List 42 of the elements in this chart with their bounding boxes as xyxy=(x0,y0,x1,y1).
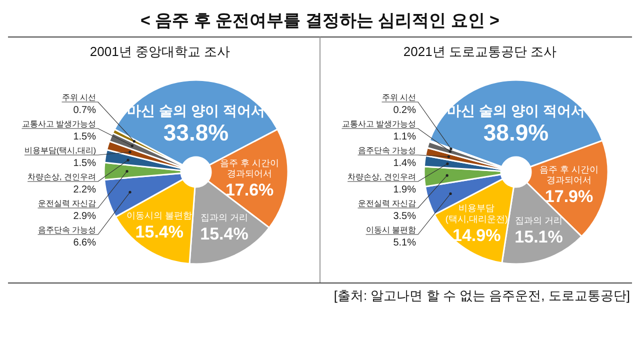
data-label: 2.9% xyxy=(73,211,96,222)
chart-subtitle: 2001년 중앙대학교 조사 xyxy=(90,44,230,59)
data-label: 1.5% xyxy=(73,158,96,169)
slice-label: 운전실력 자신감 xyxy=(358,199,416,208)
data-label: 17.9% xyxy=(544,187,594,206)
slice-label: 음주 후 시간이 경과되어서 xyxy=(220,158,280,179)
data-label: 14.9% xyxy=(452,226,501,245)
data-label: 1.5% xyxy=(73,132,96,142)
data-label: 15.1% xyxy=(514,228,563,247)
data-label: 15.4% xyxy=(135,222,184,242)
data-label: 38.9% xyxy=(483,120,549,146)
data-label: 3.5% xyxy=(393,211,416,222)
slice-label: 교통사고 발생가능성 xyxy=(342,120,416,128)
slice-label: 집과의 거리 xyxy=(200,212,248,223)
slice-label: 음주단속 가능성 xyxy=(38,226,96,234)
slice-label: 이동시 불편함 xyxy=(366,226,416,234)
data-label: 1.9% xyxy=(393,184,416,196)
data-label: 15.4% xyxy=(200,224,248,244)
data-label: 33.8% xyxy=(163,120,229,146)
slice-label: 차량손상, 견인우려 xyxy=(348,172,416,182)
slice-label: 주위 시선 xyxy=(62,93,96,102)
data-label: 5.1% xyxy=(393,238,416,248)
slice-label: 비용부담 (택시,대리운전) xyxy=(445,203,508,224)
slice-label: 음주 후 시간이 경과되어서 xyxy=(540,164,599,186)
slice-label: 비용부담(택시,대리) xyxy=(24,146,96,155)
data-label: 2.2% xyxy=(73,184,96,196)
slice-label: 교통사고 발생가능성 xyxy=(22,120,96,128)
slice-label: 이동시의 불편함 xyxy=(126,210,192,220)
data-label: 17.6% xyxy=(225,180,274,200)
slice-label: 음주단속 가능성 xyxy=(358,146,416,155)
data-label: 1.4% xyxy=(393,158,416,169)
slice-label: 집과의 거리 xyxy=(515,216,563,226)
chart-subtitle: 2021년 도로교통공단 조사 xyxy=(403,44,557,59)
chart-title: < 음주 후 운전여부를 결정하는 심리적인 요인 > xyxy=(140,11,500,30)
data-label: 0.7% xyxy=(73,105,96,116)
slice-label: 차량손상, 견인우려 xyxy=(28,172,96,182)
slice-label: 운전실력 자신감 xyxy=(38,199,96,208)
data-label: 1.1% xyxy=(393,132,416,142)
data-label: 6.6% xyxy=(73,238,96,248)
text: [출처: 알고나면 할 수 없는 음주운전, 도로교통공단] xyxy=(334,288,630,303)
slice-label: 주위 시선 xyxy=(382,93,416,102)
data-label: 0.2% xyxy=(393,105,416,116)
